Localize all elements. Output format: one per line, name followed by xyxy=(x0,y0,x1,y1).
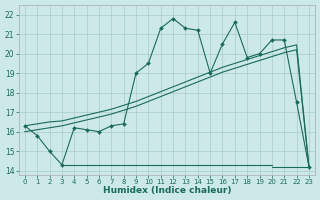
X-axis label: Humidex (Indice chaleur): Humidex (Indice chaleur) xyxy=(103,186,231,195)
